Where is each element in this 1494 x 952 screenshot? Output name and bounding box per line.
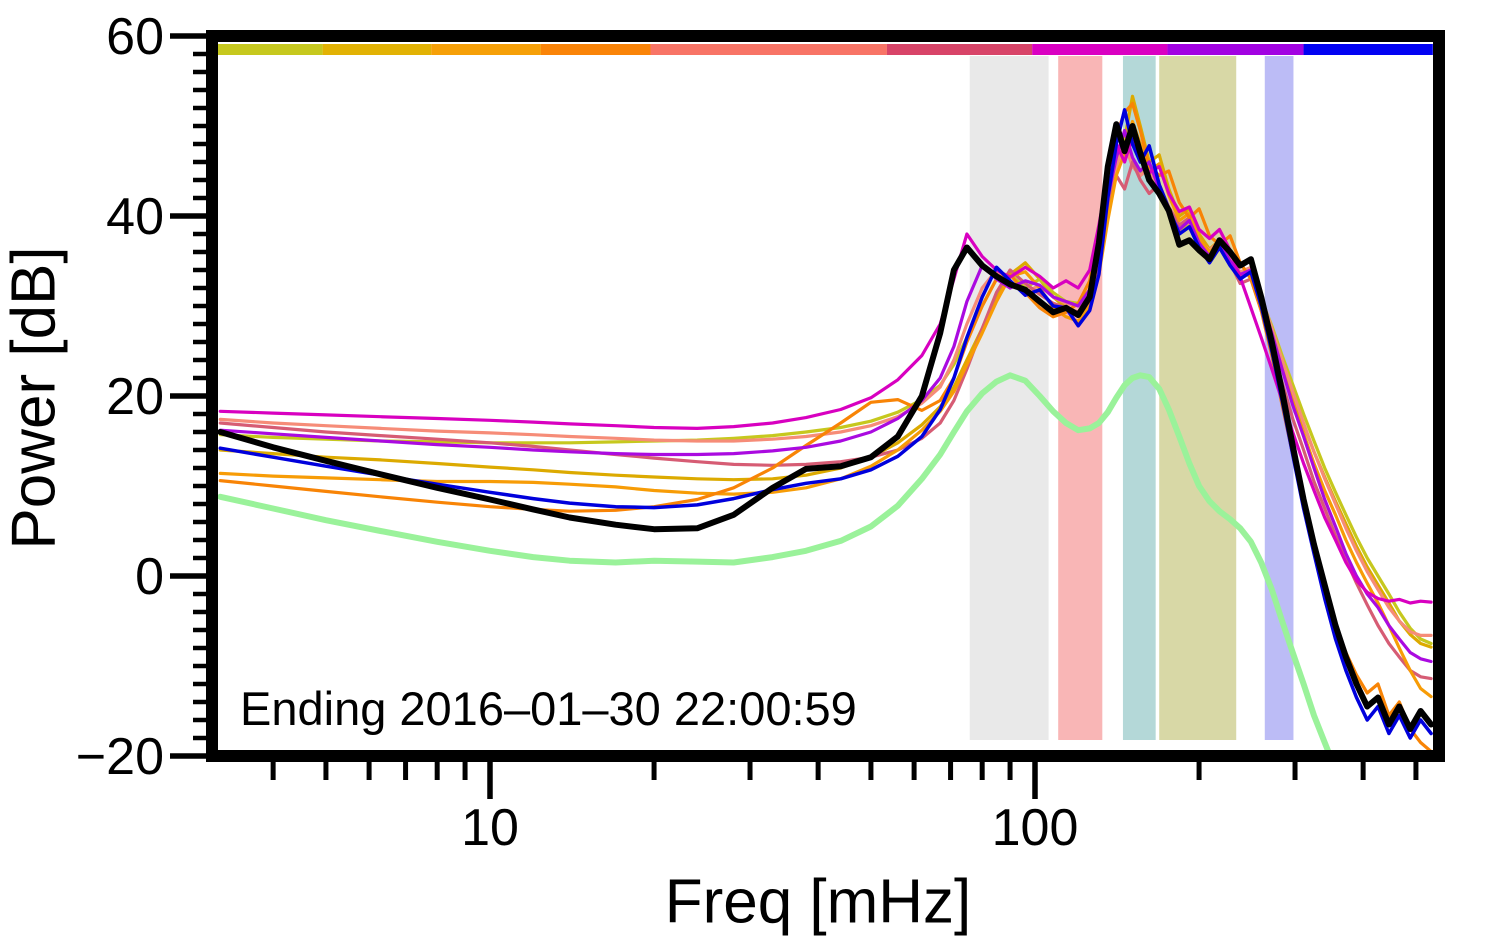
colorbar-segment-3: [431, 44, 541, 55]
y-tick-label: 60: [106, 8, 164, 66]
y-tick-label: −20: [76, 728, 164, 786]
colorbar-segment-4: [540, 44, 651, 55]
plot-frame: [206, 30, 1445, 762]
series-gold-spectrum: [218, 94, 1433, 649]
colorbar-segment-9: [1303, 44, 1433, 55]
series-rose-spectrum: [218, 160, 1433, 681]
band-1: [969, 56, 1049, 740]
spectra-curves: [218, 94, 1433, 750]
y-tick-label: 20: [106, 368, 164, 426]
series-dark-orange-spectrum: [218, 101, 1432, 750]
series-yellow-olive-spectrum: [218, 137, 1433, 646]
axis-tick-labels: −20 0 20 40 60 10 100: [76, 8, 1079, 857]
series-salmon-spectrum: [218, 142, 1433, 638]
colorbar-segment-6: [886, 44, 1033, 55]
ending-time-annotation: Ending 2016–01–30 22:00:59: [240, 682, 857, 735]
series-pale-green-spectrum: [218, 372, 1331, 750]
band-4: [1159, 56, 1237, 740]
series-blue-spectrum: [218, 108, 1433, 740]
series-orange-spectrum: [218, 119, 1433, 699]
x-axis-title: Freq [mHz]: [664, 867, 972, 937]
series-purple-spectrum: [218, 128, 1433, 664]
top-colorbar: [217, 44, 1433, 55]
y-tick-label: 0: [135, 548, 164, 606]
colorbar-segment-2: [322, 44, 432, 55]
colorbar-segment-1: [217, 44, 323, 55]
band-2: [1058, 56, 1103, 740]
axis-ticks: [170, 33, 1419, 799]
x-tick-label: 100: [992, 799, 1079, 857]
colorbar-segment-7: [1032, 44, 1168, 55]
x-tick-label: 10: [461, 799, 519, 857]
colorbar-segment-5: [650, 44, 887, 55]
colorbar-segment-8: [1167, 44, 1304, 55]
y-tick-label: 40: [106, 188, 164, 246]
y-axis-title: Power [dB]: [0, 246, 69, 550]
series-black-current-spectrum: [218, 121, 1433, 732]
